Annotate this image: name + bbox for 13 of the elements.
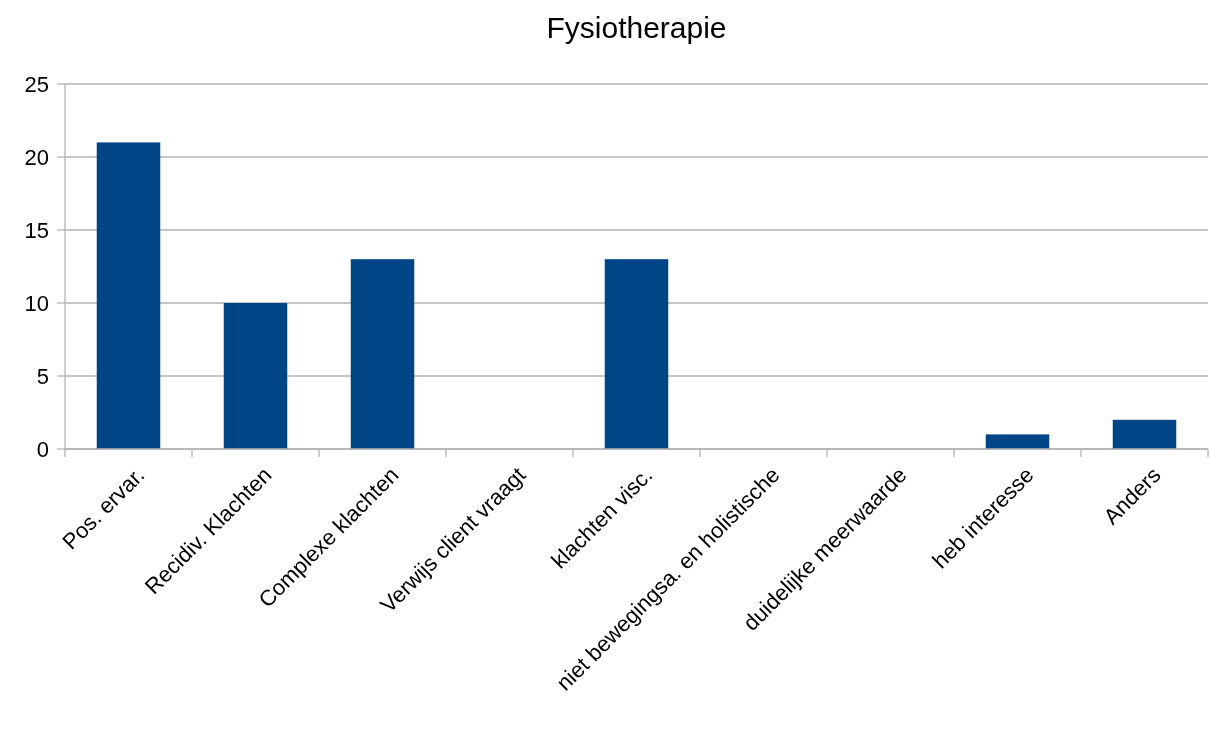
y-tick-label: 15 bbox=[24, 217, 49, 243]
bar bbox=[985, 434, 1050, 449]
bar bbox=[604, 259, 669, 449]
chart-title: Fysiotherapie bbox=[546, 11, 727, 44]
y-tick-label: 20 bbox=[24, 144, 49, 170]
bar bbox=[96, 142, 161, 449]
y-tick-label: 10 bbox=[24, 290, 49, 316]
bar bbox=[350, 259, 415, 449]
y-tick-label: 25 bbox=[24, 71, 49, 97]
bar bbox=[1112, 419, 1177, 449]
bar bbox=[223, 303, 288, 449]
y-tick-label: 5 bbox=[36, 363, 49, 389]
y-tick-label: 0 bbox=[36, 436, 49, 462]
